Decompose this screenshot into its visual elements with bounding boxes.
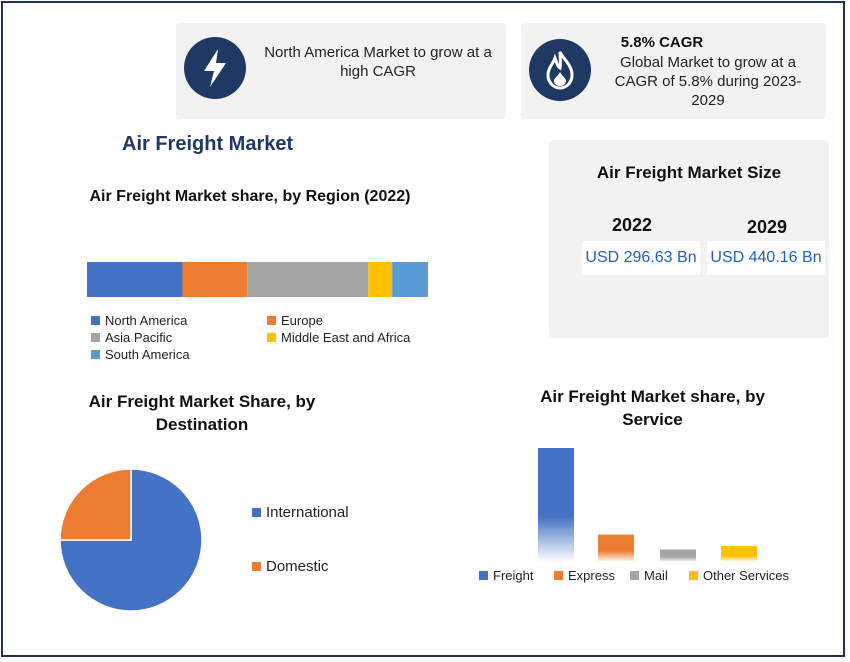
legend-label: Europe [281, 313, 323, 328]
legend-label: North America [105, 313, 188, 328]
year-2022: 2022 [611, 215, 653, 235]
legend-swatch [479, 571, 488, 580]
legend-item-south-america: South America [91, 347, 190, 362]
legend-label: Mail [644, 568, 668, 583]
cagr-text: Global Market to grow at a CAGR of 5.8% … [614, 54, 802, 109]
flame-icon [529, 39, 591, 101]
legend-item-domestic: Domestic [252, 558, 329, 575]
market-size-card: Air Freight Market Size 2022 2029 USD 29… [549, 140, 829, 338]
cagr-title: 5.8% CAGR [620, 34, 704, 51]
legend-swatch [91, 350, 100, 359]
main-title: Air Freight Market [122, 133, 294, 155]
legend-item-international: International [252, 504, 349, 521]
legend-label: Express [568, 568, 615, 583]
legend-label: Other Services [703, 568, 789, 583]
legend-item-other-services: Other Services [689, 568, 789, 583]
market-size-title: Air Freight Market Size [596, 163, 782, 182]
highlight-card-cagr: 5.8% CAGR Global Market to grow at a CAG… [521, 23, 826, 119]
lightning-icon [184, 37, 246, 99]
legend-item-mail: Mail [630, 568, 668, 583]
legend-label: International [266, 504, 349, 521]
legend-item-asia-pacific: Asia Pacific [91, 330, 172, 345]
legend-swatch [267, 333, 276, 342]
legend-label: Domestic [266, 558, 329, 575]
region-chart-title: Air Freight Market share, by Region (202… [89, 188, 411, 205]
value-2029: USD 440.16 Bn [707, 241, 825, 275]
legend-swatch [91, 316, 100, 325]
legend-item-middle-east-and-africa: Middle East and Africa [267, 330, 410, 345]
year-2029: 2029 [746, 217, 788, 237]
legend-label: Middle East and Africa [281, 330, 411, 345]
legend-item-europe: Europe [267, 313, 323, 328]
highlight-card-north-america: North America Market to grow at a high C… [176, 23, 506, 119]
legend-label: South America [105, 347, 190, 362]
legend-label: Asia Pacific [105, 330, 173, 345]
legend-swatch [91, 333, 100, 342]
legend-swatch [630, 571, 639, 580]
legend-item-express: Express [554, 568, 615, 583]
legend-swatch [689, 571, 698, 580]
value-2022: USD 296.63 Bn [582, 241, 700, 275]
service-chart-title: Air Freight Market share, by Service [540, 387, 765, 429]
legend-item-freight: Freight [479, 568, 533, 583]
legend-swatch [252, 562, 261, 571]
destination-chart-title: Air Freight Market Share, by Destination [88, 392, 316, 434]
legend-item-north-america: North America [91, 313, 187, 328]
legend-swatch [267, 316, 276, 325]
legend-swatch [252, 508, 261, 517]
highlight-text: North America Market to grow at a high C… [264, 44, 492, 80]
legend-swatch [554, 571, 563, 580]
legend-label: Freight [493, 568, 534, 583]
